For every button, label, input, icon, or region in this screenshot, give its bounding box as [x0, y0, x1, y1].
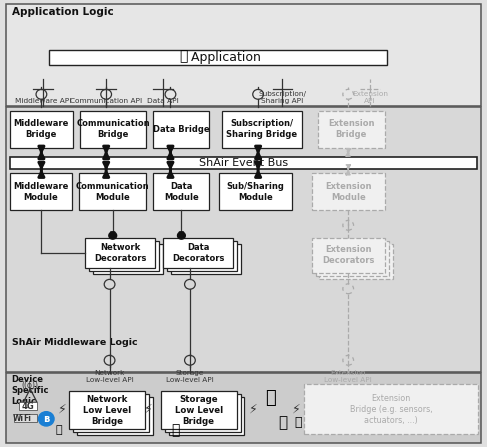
Text: 🔋: 🔋	[265, 389, 276, 407]
Text: 🔒: 🔒	[180, 49, 188, 63]
Text: Application Logic: Application Logic	[12, 7, 113, 17]
Text: Extension
Bridge (e.g. sensors,
actuators, ...): Extension Bridge (e.g. sensors, actuator…	[350, 394, 432, 425]
Bar	[14, 414, 37, 422]
Bar	[167, 241, 237, 271]
Text: ShAir Event Bus: ShAir Event Bus	[199, 158, 288, 168]
Text: Communication API: Communication API	[70, 98, 142, 104]
Text: Device
Specific
Logic: Device Specific Logic	[12, 375, 49, 406]
Text: Application: Application	[175, 51, 261, 64]
Text: Middleware
Module: Middleware Module	[13, 182, 69, 202]
Bar	[85, 238, 155, 268]
Text: Storage
Low Level
Bridge: Storage Low Level Bridge	[175, 395, 223, 426]
Bar	[93, 244, 163, 274]
Bar	[153, 173, 209, 210]
Text: 💾: 💾	[171, 423, 180, 438]
Text: Data API: Data API	[147, 98, 179, 104]
Circle shape	[109, 232, 117, 239]
Text: Sub/Sharing
Module: Sub/Sharing Module	[227, 182, 284, 202]
Text: Middleware API: Middleware API	[15, 98, 71, 104]
Text: ⚡: ⚡	[144, 402, 153, 416]
Text: ((ϕ)): ((ϕ))	[22, 381, 38, 390]
Bar	[153, 111, 209, 148]
Bar	[80, 111, 146, 148]
Text: Network
Low-level API: Network Low-level API	[86, 370, 133, 383]
Bar	[6, 107, 481, 372]
Text: Middleware
Bridge: Middleware Bridge	[14, 119, 69, 139]
Bar	[169, 397, 244, 435]
Bar	[219, 173, 292, 210]
Bar	[10, 173, 72, 210]
Bar	[6, 4, 481, 106]
Text: 🧭: 🧭	[278, 415, 287, 430]
Text: Communication
Bridge: Communication Bridge	[76, 119, 150, 139]
Bar	[89, 241, 159, 271]
Bar	[79, 173, 146, 210]
Text: ⚡: ⚡	[58, 402, 67, 416]
Text: Network
Low Level
Bridge: Network Low Level Bridge	[83, 395, 131, 426]
Text: Fi: Fi	[23, 414, 31, 423]
Bar	[165, 394, 241, 432]
Bar	[10, 157, 477, 169]
Text: Subscription/
Sharing Bridge: Subscription/ Sharing Bridge	[226, 119, 298, 139]
Text: ⚡: ⚡	[249, 402, 258, 416]
Text: Wi: Wi	[13, 414, 24, 423]
Text: Extension
Low-level API: Extension Low-level API	[324, 370, 372, 383]
Text: Data
Decorators: Data Decorators	[172, 243, 224, 263]
Bar	[304, 384, 478, 434]
Bar	[316, 241, 389, 276]
Circle shape	[178, 232, 185, 239]
Text: Data Bridge: Data Bridge	[153, 125, 210, 134]
Bar	[222, 111, 302, 148]
Bar	[319, 244, 393, 279]
Bar	[69, 391, 145, 429]
Bar	[171, 244, 241, 274]
Text: 4G: 4G	[22, 402, 35, 411]
Text: Storage
Low-level API: Storage Low-level API	[166, 370, 214, 383]
Circle shape	[38, 412, 54, 426]
Text: 🌡: 🌡	[295, 416, 302, 429]
Text: ʙ: ʙ	[43, 414, 49, 424]
Bar	[312, 238, 385, 273]
Text: Extension
Decorators: Extension Decorators	[322, 245, 375, 265]
Text: Data
Module: Data Module	[164, 182, 199, 202]
Text: Extension
Module: Extension Module	[325, 182, 372, 202]
Bar	[19, 402, 37, 410]
Text: Subscription/
Sharing API: Subscription/ Sharing API	[259, 91, 306, 104]
Bar	[10, 111, 73, 148]
Text: 📱: 📱	[55, 426, 62, 435]
Bar	[49, 50, 387, 65]
Text: Extension
Bridge: Extension Bridge	[328, 119, 375, 139]
Bar	[312, 173, 385, 210]
Bar	[163, 238, 233, 268]
Text: Extension
API: Extension API	[352, 91, 388, 104]
Text: ⚡: ⚡	[292, 402, 300, 416]
Bar	[6, 373, 481, 443]
Bar	[161, 391, 237, 429]
Text: Communication
Module: Communication Module	[76, 182, 150, 202]
Bar	[318, 111, 385, 148]
Text: Network
Decorators: Network Decorators	[94, 243, 146, 263]
Bar	[77, 397, 153, 435]
Text: ShAir Middleware Logic: ShAir Middleware Logic	[12, 338, 137, 347]
Bar	[73, 394, 149, 432]
